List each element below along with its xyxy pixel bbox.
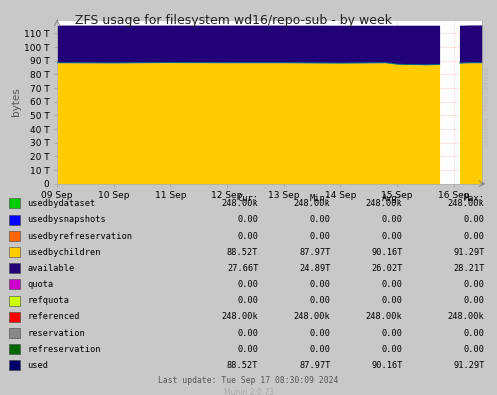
Text: 87.97T: 87.97T <box>299 248 331 257</box>
Text: referenced: referenced <box>27 312 80 322</box>
Text: Avg:: Avg: <box>382 194 403 203</box>
Text: ZFS usage for filesystem wd16/repo-sub - by week: ZFS usage for filesystem wd16/repo-sub -… <box>75 14 392 27</box>
Text: refquota: refquota <box>27 296 70 305</box>
Text: 0.00: 0.00 <box>464 280 485 289</box>
Text: 248.00k: 248.00k <box>448 312 485 322</box>
Text: RRDTOOL / TOBI OETIKER: RRDTOOL / TOBI OETIKER <box>485 66 490 147</box>
Text: 248.00k: 248.00k <box>366 312 403 322</box>
Text: 91.29T: 91.29T <box>453 361 485 370</box>
Text: 0.00: 0.00 <box>238 215 258 224</box>
Text: refreservation: refreservation <box>27 345 101 354</box>
Text: reservation: reservation <box>27 329 85 338</box>
Text: Cur:: Cur: <box>238 194 258 203</box>
Text: 0.00: 0.00 <box>310 215 331 224</box>
Text: 0.00: 0.00 <box>310 231 331 241</box>
Text: 0.00: 0.00 <box>464 231 485 241</box>
Text: quota: quota <box>27 280 54 289</box>
Text: 0.00: 0.00 <box>310 296 331 305</box>
Text: 24.89T: 24.89T <box>299 264 331 273</box>
Text: usedbysnapshots: usedbysnapshots <box>27 215 106 224</box>
Text: 0.00: 0.00 <box>382 231 403 241</box>
Text: 90.16T: 90.16T <box>371 248 403 257</box>
Text: 0.00: 0.00 <box>310 280 331 289</box>
Text: Munin 2.0.73: Munin 2.0.73 <box>224 388 273 395</box>
Text: 248.00k: 248.00k <box>448 199 485 208</box>
Text: Max:: Max: <box>464 194 485 203</box>
Text: 0.00: 0.00 <box>310 345 331 354</box>
Text: usedbychildren: usedbychildren <box>27 248 101 257</box>
Text: available: available <box>27 264 75 273</box>
Text: usedbyrefreservation: usedbyrefreservation <box>27 231 132 241</box>
Text: 0.00: 0.00 <box>238 345 258 354</box>
Text: 28.21T: 28.21T <box>453 264 485 273</box>
Text: 0.00: 0.00 <box>382 280 403 289</box>
Text: 248.00k: 248.00k <box>294 312 331 322</box>
Text: Min:: Min: <box>310 194 331 203</box>
Text: 248.00k: 248.00k <box>222 312 258 322</box>
Y-axis label: bytes: bytes <box>11 87 21 116</box>
Text: 0.00: 0.00 <box>238 231 258 241</box>
Text: 248.00k: 248.00k <box>366 199 403 208</box>
Text: used: used <box>27 361 48 370</box>
Text: 0.00: 0.00 <box>464 296 485 305</box>
Text: 0.00: 0.00 <box>464 329 485 338</box>
Text: 0.00: 0.00 <box>310 329 331 338</box>
Text: 0.00: 0.00 <box>464 345 485 354</box>
Text: 0.00: 0.00 <box>382 296 403 305</box>
Text: 26.02T: 26.02T <box>371 264 403 273</box>
Text: 0.00: 0.00 <box>238 329 258 338</box>
Text: 0.00: 0.00 <box>382 215 403 224</box>
Text: 88.52T: 88.52T <box>227 361 258 370</box>
Text: 91.29T: 91.29T <box>453 248 485 257</box>
Text: 27.66T: 27.66T <box>227 264 258 273</box>
Text: 0.00: 0.00 <box>382 329 403 338</box>
Text: Last update: Tue Sep 17 08:30:09 2024: Last update: Tue Sep 17 08:30:09 2024 <box>159 376 338 385</box>
Text: 0.00: 0.00 <box>238 296 258 305</box>
Text: 248.00k: 248.00k <box>294 199 331 208</box>
Text: usedbydataset: usedbydataset <box>27 199 95 208</box>
Text: 90.16T: 90.16T <box>371 361 403 370</box>
Text: 0.00: 0.00 <box>464 215 485 224</box>
Text: 0.00: 0.00 <box>238 280 258 289</box>
Text: 0.00: 0.00 <box>382 345 403 354</box>
Text: 88.52T: 88.52T <box>227 248 258 257</box>
Text: 248.00k: 248.00k <box>222 199 258 208</box>
Text: 87.97T: 87.97T <box>299 361 331 370</box>
